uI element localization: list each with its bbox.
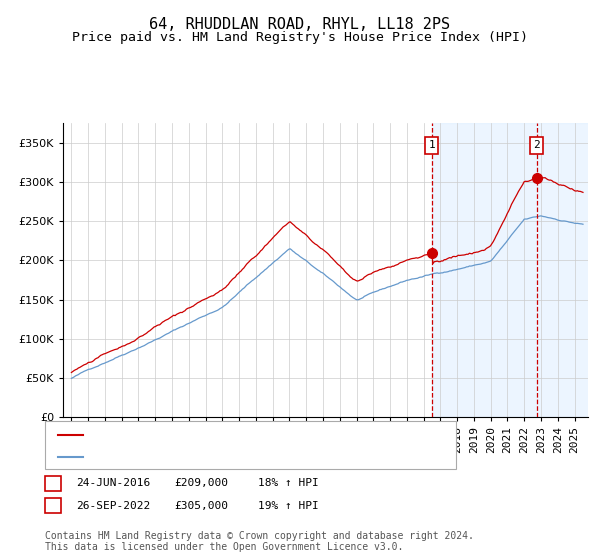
- Bar: [431, 123, 592, 417]
- Text: 26-SEP-2022: 26-SEP-2022: [76, 501, 151, 511]
- Text: 1: 1: [428, 140, 435, 150]
- Text: 24-JUN-2016: 24-JUN-2016: [76, 478, 151, 488]
- Text: 2: 2: [533, 140, 540, 150]
- Text: 18% ↑ HPI: 18% ↑ HPI: [258, 478, 319, 488]
- Text: £209,000: £209,000: [174, 478, 228, 488]
- Text: 64, RHUDDLAN ROAD, RHYL, LL18 2PS: 64, RHUDDLAN ROAD, RHYL, LL18 2PS: [149, 17, 451, 32]
- Text: Contains HM Land Registry data © Crown copyright and database right 2024.
This d: Contains HM Land Registry data © Crown c…: [45, 531, 474, 553]
- Text: HPI: Average price, detached house, Denbighshire: HPI: Average price, detached house, Denb…: [90, 450, 432, 463]
- Text: Price paid vs. HM Land Registry's House Price Index (HPI): Price paid vs. HM Land Registry's House …: [72, 31, 528, 44]
- Text: 64, RHUDDLAN ROAD, RHYL, LL18 2PS (detached house): 64, RHUDDLAN ROAD, RHYL, LL18 2PS (detac…: [90, 429, 446, 442]
- Text: 1: 1: [49, 478, 56, 488]
- Text: 2: 2: [49, 501, 56, 511]
- Text: £305,000: £305,000: [174, 501, 228, 511]
- Text: 19% ↑ HPI: 19% ↑ HPI: [258, 501, 319, 511]
